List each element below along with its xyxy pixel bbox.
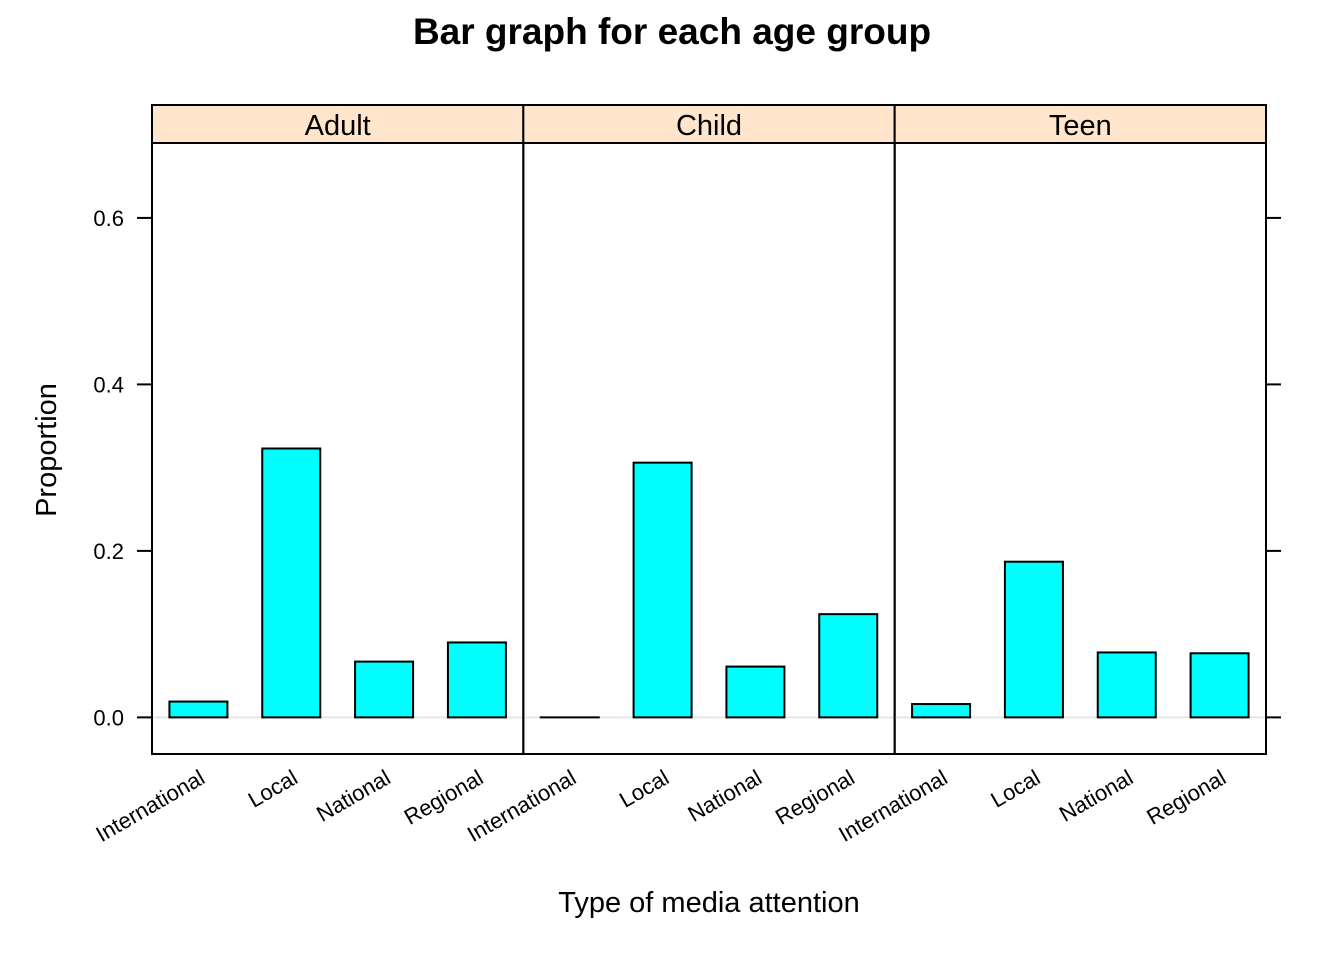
bar-adult-regional bbox=[446, 641, 507, 719]
strip-background bbox=[893, 104, 1268, 144]
bar-teen-regional bbox=[1189, 652, 1250, 719]
bar-teen-national bbox=[1096, 651, 1157, 719]
y-tick-label: 0.2 bbox=[93, 539, 124, 564]
bar-adult-local bbox=[261, 447, 322, 719]
x-tick-label: National bbox=[312, 765, 394, 827]
x-axis-label: Type of media attention bbox=[558, 887, 859, 919]
y-tick-label: 0.0 bbox=[93, 705, 124, 730]
y-axis-label: Proportion bbox=[31, 383, 63, 517]
chart-title: Bar graph for each age group bbox=[413, 11, 931, 52]
bar-teen-international bbox=[911, 703, 972, 719]
strip-background bbox=[151, 104, 525, 144]
x-tick-label: Local bbox=[986, 765, 1044, 813]
y-tick-label: 0.6 bbox=[93, 206, 124, 231]
panels: International Local National RegionalAdultI… bbox=[92, 104, 1268, 847]
x-tick-label: Regional bbox=[1142, 765, 1230, 830]
y-axis: 0.0 0.2 0.4 0.6 bbox=[93, 206, 1281, 730]
x-tick-label: National bbox=[684, 765, 766, 827]
x-tick-label: Local bbox=[244, 765, 302, 813]
bar-teen-local bbox=[1003, 560, 1064, 719]
strip-label: Adult bbox=[305, 110, 371, 142]
bar-adult-international bbox=[168, 700, 229, 719]
x-tick-label: International bbox=[92, 765, 209, 847]
x-tick-label: National bbox=[1055, 765, 1137, 827]
y-tick-label: 0.4 bbox=[93, 372, 124, 397]
strip-label: Teen bbox=[1049, 110, 1112, 142]
x-tick-label: Local bbox=[615, 765, 673, 813]
strip-label: Child bbox=[676, 110, 742, 142]
bar-child-local bbox=[632, 461, 693, 719]
bar-child-national bbox=[725, 665, 786, 719]
bar-adult-national bbox=[354, 660, 415, 719]
bar-child-regional bbox=[818, 613, 879, 719]
